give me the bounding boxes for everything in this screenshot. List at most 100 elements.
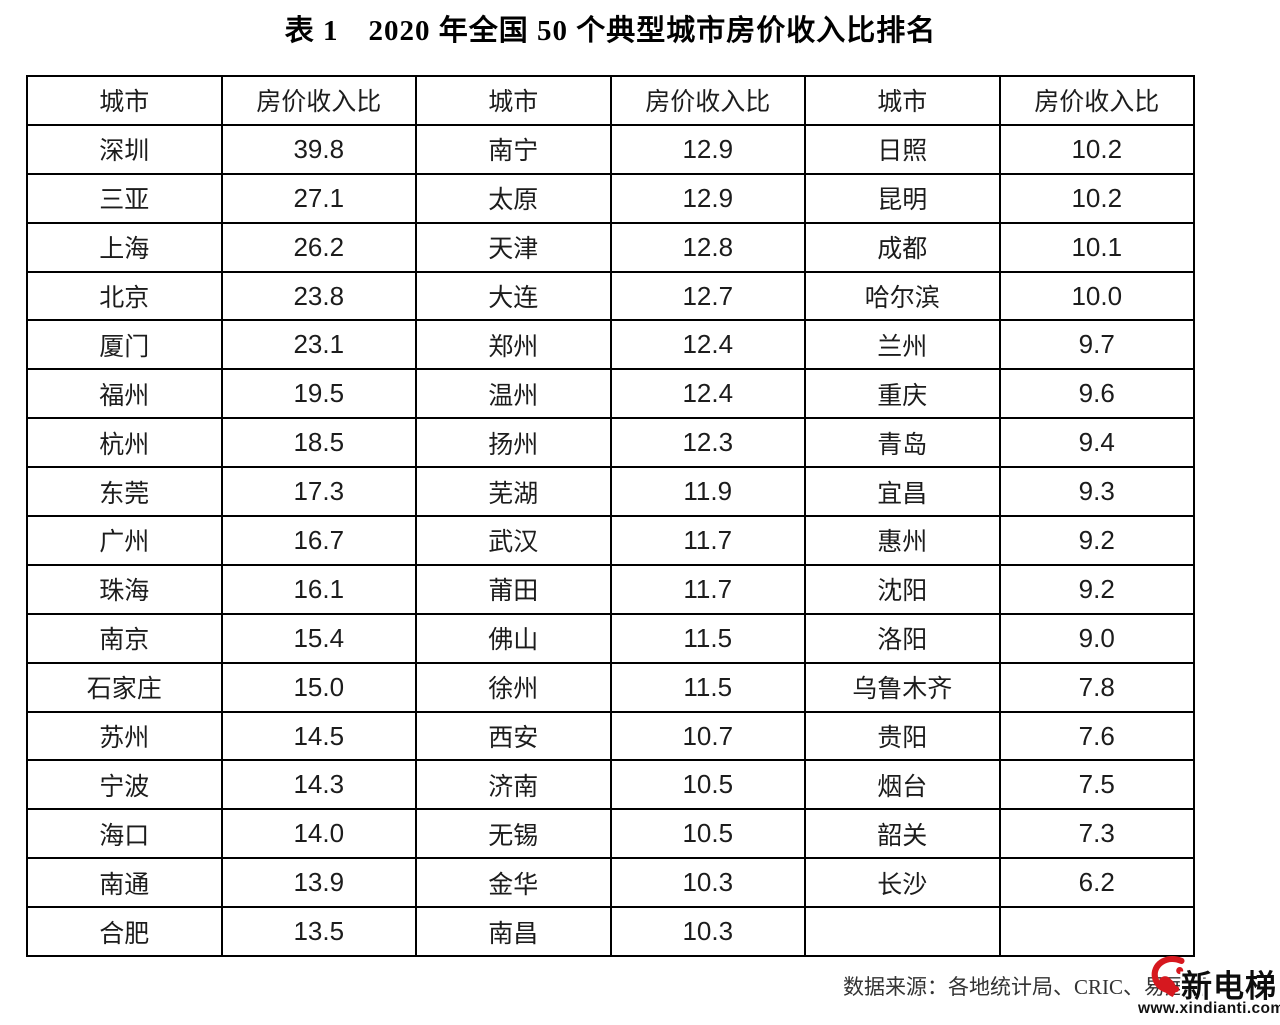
table-header: 城市 房价收入比 城市 房价收入比 城市 房价收入比 (26, 75, 1195, 126)
table-row: 南通 13.9 金华 10.3 长沙 6.2 (26, 857, 1195, 909)
table-row: 珠海 16.1 莆田 11.7 沈阳 9.2 (26, 563, 1195, 615)
table-row: 深圳 39.8 南宁 12.9 日照 10.2 (26, 123, 1195, 175)
ratio-cell: 10.3 (609, 857, 806, 909)
ratio-cell: 14.0 (220, 808, 417, 860)
table-row: 上海 26.2 天津 12.8 成都 10.1 (26, 221, 1195, 273)
city-cell: 福州 (26, 368, 223, 420)
city-cell: 韶关 (804, 808, 1001, 860)
city-cell: 海口 (26, 808, 223, 860)
city-cell: 日照 (804, 123, 1001, 175)
city-cell: 贵阳 (804, 710, 1001, 762)
ratio-cell: 12.9 (609, 123, 806, 175)
city-cell: 厦门 (26, 319, 223, 371)
city-cell: 成都 (804, 221, 1001, 273)
ratio-cell: 11.7 (609, 515, 806, 566)
ratio-cell: 11.7 (609, 563, 806, 615)
ratio-cell: 7.3 (998, 808, 1195, 860)
city-cell: 扬州 (415, 417, 612, 469)
table-body: 深圳 39.8 南宁 12.9 日照 10.2 三亚 27.1 太原 12.9 昆明 10.2 上海 26… (26, 123, 1195, 958)
ratio-cell: 13.5 (220, 906, 417, 958)
city-cell: 徐州 (415, 661, 612, 713)
header-city-3: 城市 (804, 75, 1001, 126)
header-city-2: 城市 (415, 75, 612, 126)
city-cell: 南通 (26, 857, 223, 909)
city-cell: 洛阳 (804, 612, 1001, 664)
ratio-cell: 9.7 (998, 319, 1195, 371)
ratio-cell: 11.9 (609, 466, 806, 518)
ratio-cell: 10.2 (998, 123, 1195, 175)
city-cell (804, 906, 1001, 958)
city-cell: 郑州 (415, 319, 612, 371)
ratio-cell: 11.5 (609, 612, 806, 664)
city-cell: 金华 (415, 857, 612, 909)
ratio-cell: 11.5 (609, 661, 806, 713)
table-row: 杭州 18.5 扬州 12.3 青岛 9.4 (26, 417, 1195, 469)
city-cell: 长沙 (804, 857, 1001, 909)
city-cell: 宜昌 (804, 466, 1001, 518)
table-row: 苏州 14.5 西安 10.7 贵阳 7.6 (26, 710, 1195, 762)
city-cell: 宁波 (26, 759, 223, 811)
logo-brand-text: 新电梯 (1181, 969, 1277, 1004)
table-row: 南京 15.4 佛山 11.5 洛阳 9.0 (26, 612, 1195, 664)
city-cell: 温州 (415, 368, 612, 420)
ratio-cell: 10.7 (609, 710, 806, 762)
ratio-cell: 12.4 (609, 319, 806, 371)
ratio-cell: 14.5 (220, 710, 417, 762)
city-cell: 西安 (415, 710, 612, 762)
ratio-cell: 9.4 (998, 417, 1195, 469)
ratio-cell: 23.1 (220, 319, 417, 371)
ratio-cell: 15.4 (220, 612, 417, 664)
city-cell: 苏州 (26, 710, 223, 762)
ratio-cell: 10.2 (998, 172, 1195, 224)
city-cell: 烟台 (804, 759, 1001, 811)
ratio-cell: 10.5 (609, 759, 806, 811)
city-cell: 哈尔滨 (804, 270, 1001, 322)
ratio-cell: 27.1 (220, 172, 417, 224)
city-cell: 北京 (26, 270, 223, 322)
table-row: 福州 19.5 温州 12.4 重庆 9.6 (26, 368, 1195, 420)
header-city-1: 城市 (26, 75, 223, 126)
city-cell: 芜湖 (415, 466, 612, 518)
city-cell: 南京 (26, 612, 223, 664)
page-title: 表 1 2020 年全国 50 个典型城市房价收入比排名 (284, 15, 937, 47)
ratio-cell (998, 906, 1195, 958)
city-cell: 广州 (26, 515, 223, 566)
table-header-row: 城市 房价收入比 城市 房价收入比 城市 房价收入比 (26, 75, 1195, 126)
ratio-cell: 39.8 (220, 123, 417, 175)
table-row: 广州 16.7 武汉 11.7 惠州 9.2 (26, 515, 1195, 566)
data-source-text: 数据来源：各地统计局、CRIC、易居研 (843, 975, 1208, 999)
table-row: 三亚 27.1 太原 12.9 昆明 10.2 (26, 172, 1195, 224)
ratio-cell: 10.1 (998, 221, 1195, 273)
xindianti-swirl-icon (1151, 956, 1185, 997)
ratio-cell: 7.5 (998, 759, 1195, 811)
table-row: 北京 23.8 大连 12.7 哈尔滨 10.0 (26, 270, 1195, 322)
city-cell: 天津 (415, 221, 612, 273)
ratio-cell: 10.5 (609, 808, 806, 860)
city-cell: 珠海 (26, 563, 223, 615)
xindianti-watermark-logo: 新电梯 www.xindianti.com (1128, 948, 1280, 1024)
ratio-cell: 9.0 (998, 612, 1195, 664)
table-row: 合肥 13.5 南昌 10.3 (26, 906, 1195, 958)
city-cell: 大连 (415, 270, 612, 322)
city-cell: 南宁 (415, 123, 612, 175)
ratio-cell: 23.8 (220, 270, 417, 322)
logo-url-text: www.xindianti.com (1138, 1000, 1280, 1017)
price-income-ratio-table: 城市 房价收入比 城市 房价收入比 城市 房价收入比 深圳 39.8 南宁 12.9 日… (26, 75, 1195, 958)
city-cell: 莆田 (415, 563, 612, 615)
ratio-cell: 7.8 (998, 661, 1195, 713)
city-cell: 石家庄 (26, 661, 223, 713)
ratio-cell: 12.7 (609, 270, 806, 322)
city-cell: 太原 (415, 172, 612, 224)
city-cell: 上海 (26, 221, 223, 273)
header-ratio-1: 房价收入比 (220, 75, 417, 126)
ratio-cell: 9.3 (998, 466, 1195, 518)
ratio-cell: 16.7 (220, 515, 417, 566)
city-cell: 济南 (415, 759, 612, 811)
ratio-cell: 17.3 (220, 466, 417, 518)
ratio-cell: 13.9 (220, 857, 417, 909)
ratio-cell: 12.8 (609, 221, 806, 273)
city-cell: 东莞 (26, 466, 223, 518)
city-cell: 昆明 (804, 172, 1001, 224)
city-cell: 青岛 (804, 417, 1001, 469)
ratio-cell: 14.3 (220, 759, 417, 811)
